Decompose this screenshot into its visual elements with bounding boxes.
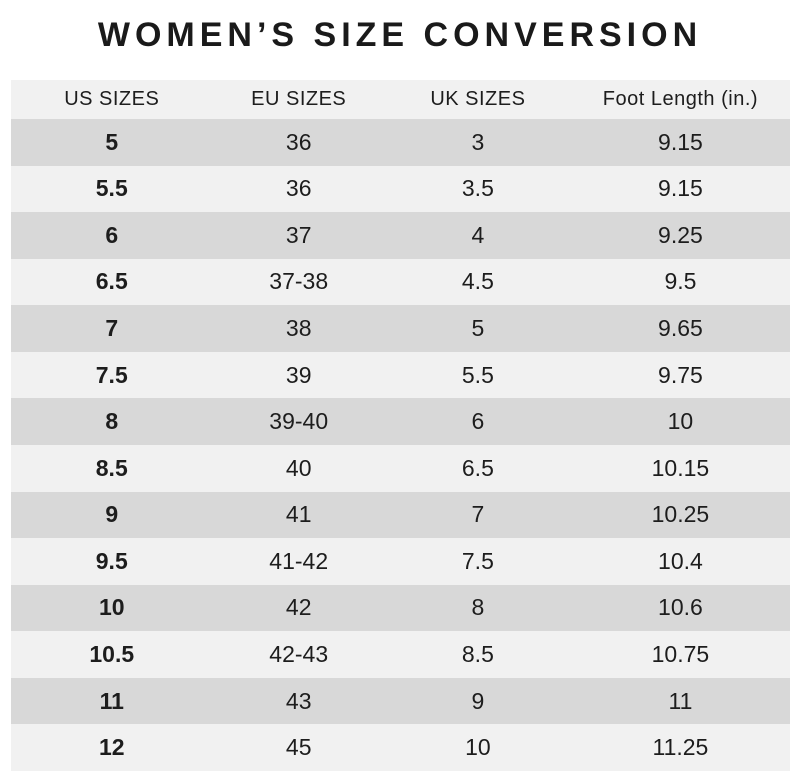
cell-us-size: 10 — [98, 594, 125, 621]
cell-uk-size: 8.5 — [461, 640, 494, 667]
cell-uk-size: 5 — [471, 315, 485, 342]
cell-eu-size: 42-43 — [269, 640, 329, 667]
table-row: 11 43 9 11 — [10, 677, 790, 725]
cell-eu-size: 39-40 — [269, 408, 329, 435]
cell-eu-size: 41 — [285, 501, 312, 528]
header-foot-length: Foot Length (in.) — [602, 88, 759, 110]
cell-foot-length: 9.15 — [658, 175, 703, 202]
cell-uk-size: 8 — [471, 594, 485, 621]
cell-us-size: 11 — [99, 687, 124, 714]
cell-us-size: 8.5 — [95, 454, 128, 481]
cell-eu-size: 36 — [285, 128, 312, 155]
cell-foot-length: 10.4 — [658, 547, 703, 574]
cell-us-size: 6 — [105, 221, 119, 248]
cell-uk-size: 4.5 — [461, 268, 494, 295]
cell-uk-size: 3 — [471, 128, 485, 155]
table-row: 7.5 39 5.5 9.75 — [10, 351, 790, 399]
page-title: WOMEN’S SIZE CONVERSION — [97, 16, 703, 54]
cell-uk-size: 4 — [471, 221, 485, 248]
cell-foot-length: 9.75 — [658, 361, 703, 388]
cell-eu-size: 38 — [285, 315, 312, 342]
table-row: 6 37 4 9.25 — [10, 212, 790, 259]
cell-us-size: 12 — [98, 734, 125, 761]
header-us-sizes: US SIZES — [64, 88, 160, 110]
cell-us-size: 6.5 — [95, 268, 128, 295]
cell-foot-length: 10.25 — [651, 501, 710, 528]
cell-eu-size: 45 — [285, 734, 312, 761]
cell-foot-length: 11.25 — [652, 734, 709, 761]
size-table-body: 5 36 3 9.15 5.5 36 3.5 9.15 6 37 4 9.25 … — [10, 119, 790, 771]
title-block: WOMEN’S SIZE CONVERSION — [0, 0, 800, 80]
cell-eu-size: 39 — [285, 361, 312, 388]
cell-uk-size: 3.5 — [461, 175, 494, 202]
table-row: 9 41 7 10.25 — [10, 491, 790, 539]
table-row: 6.5 37-38 4.5 9.5 — [10, 258, 790, 306]
cell-uk-size: 10 — [465, 734, 491, 761]
cell-uk-size: 7.5 — [461, 547, 494, 574]
cell-us-size: 5.5 — [95, 175, 128, 202]
table-row: 12 45 10 11.25 — [10, 724, 790, 771]
cell-foot-length: 9.65 — [658, 315, 703, 342]
cell-uk-size: 9 — [471, 687, 485, 714]
cell-foot-length: 10 — [667, 408, 694, 435]
cell-foot-length: 9.25 — [658, 221, 703, 248]
cell-uk-size: 6.5 — [461, 454, 494, 481]
size-conversion-table: US SIZES EU SIZES UK SIZES Foot Length (… — [10, 80, 790, 771]
cell-eu-size: 40 — [285, 454, 312, 481]
header-uk-sizes: UK SIZES — [430, 88, 526, 110]
cell-us-size: 10.5 — [89, 640, 135, 667]
cell-foot-length: 10.15 — [651, 454, 710, 481]
cell-us-size: 7 — [105, 315, 119, 342]
cell-eu-size: 37-38 — [269, 268, 329, 295]
cell-uk-size: 6 — [471, 408, 485, 435]
cell-foot-length: 10.6 — [658, 594, 703, 621]
table-row: 8 39-40 6 10 — [10, 398, 790, 445]
table-header-row: US SIZES EU SIZES UK SIZES Foot Length (… — [10, 80, 790, 119]
cell-us-size: 7.5 — [95, 361, 128, 388]
cell-eu-size: 42 — [285, 594, 312, 621]
table-row: 10 42 8 10.6 — [10, 584, 790, 632]
table-row: 5 36 3 9.15 — [10, 119, 790, 166]
table-row: 7 38 5 9.65 — [10, 305, 790, 352]
table-row: 8.5 40 6.5 10.15 — [10, 444, 790, 492]
table-row: 9.5 41-42 7.5 10.4 — [10, 538, 790, 585]
cell-eu-size: 43 — [285, 687, 312, 714]
table-row: 5.5 36 3.5 9.15 — [10, 165, 790, 213]
cell-us-size: 9 — [105, 501, 119, 528]
header-eu-sizes: EU SIZES — [251, 88, 347, 110]
table-row: 10.5 42-43 8.5 10.75 — [10, 631, 790, 678]
cell-foot-length: 10.75 — [651, 640, 710, 667]
cell-eu-size: 41-42 — [269, 547, 329, 574]
cell-uk-size: 5.5 — [461, 361, 494, 388]
cell-us-size: 5 — [105, 128, 119, 155]
cell-foot-length: 9.15 — [658, 128, 703, 155]
cell-eu-size: 36 — [285, 175, 312, 202]
cell-eu-size: 37 — [285, 221, 312, 248]
cell-uk-size: 7 — [471, 501, 485, 528]
cell-us-size: 8 — [105, 408, 119, 435]
cell-us-size: 9.5 — [95, 547, 128, 574]
cell-foot-length: 9.5 — [664, 268, 697, 295]
cell-foot-length: 11 — [668, 687, 693, 714]
